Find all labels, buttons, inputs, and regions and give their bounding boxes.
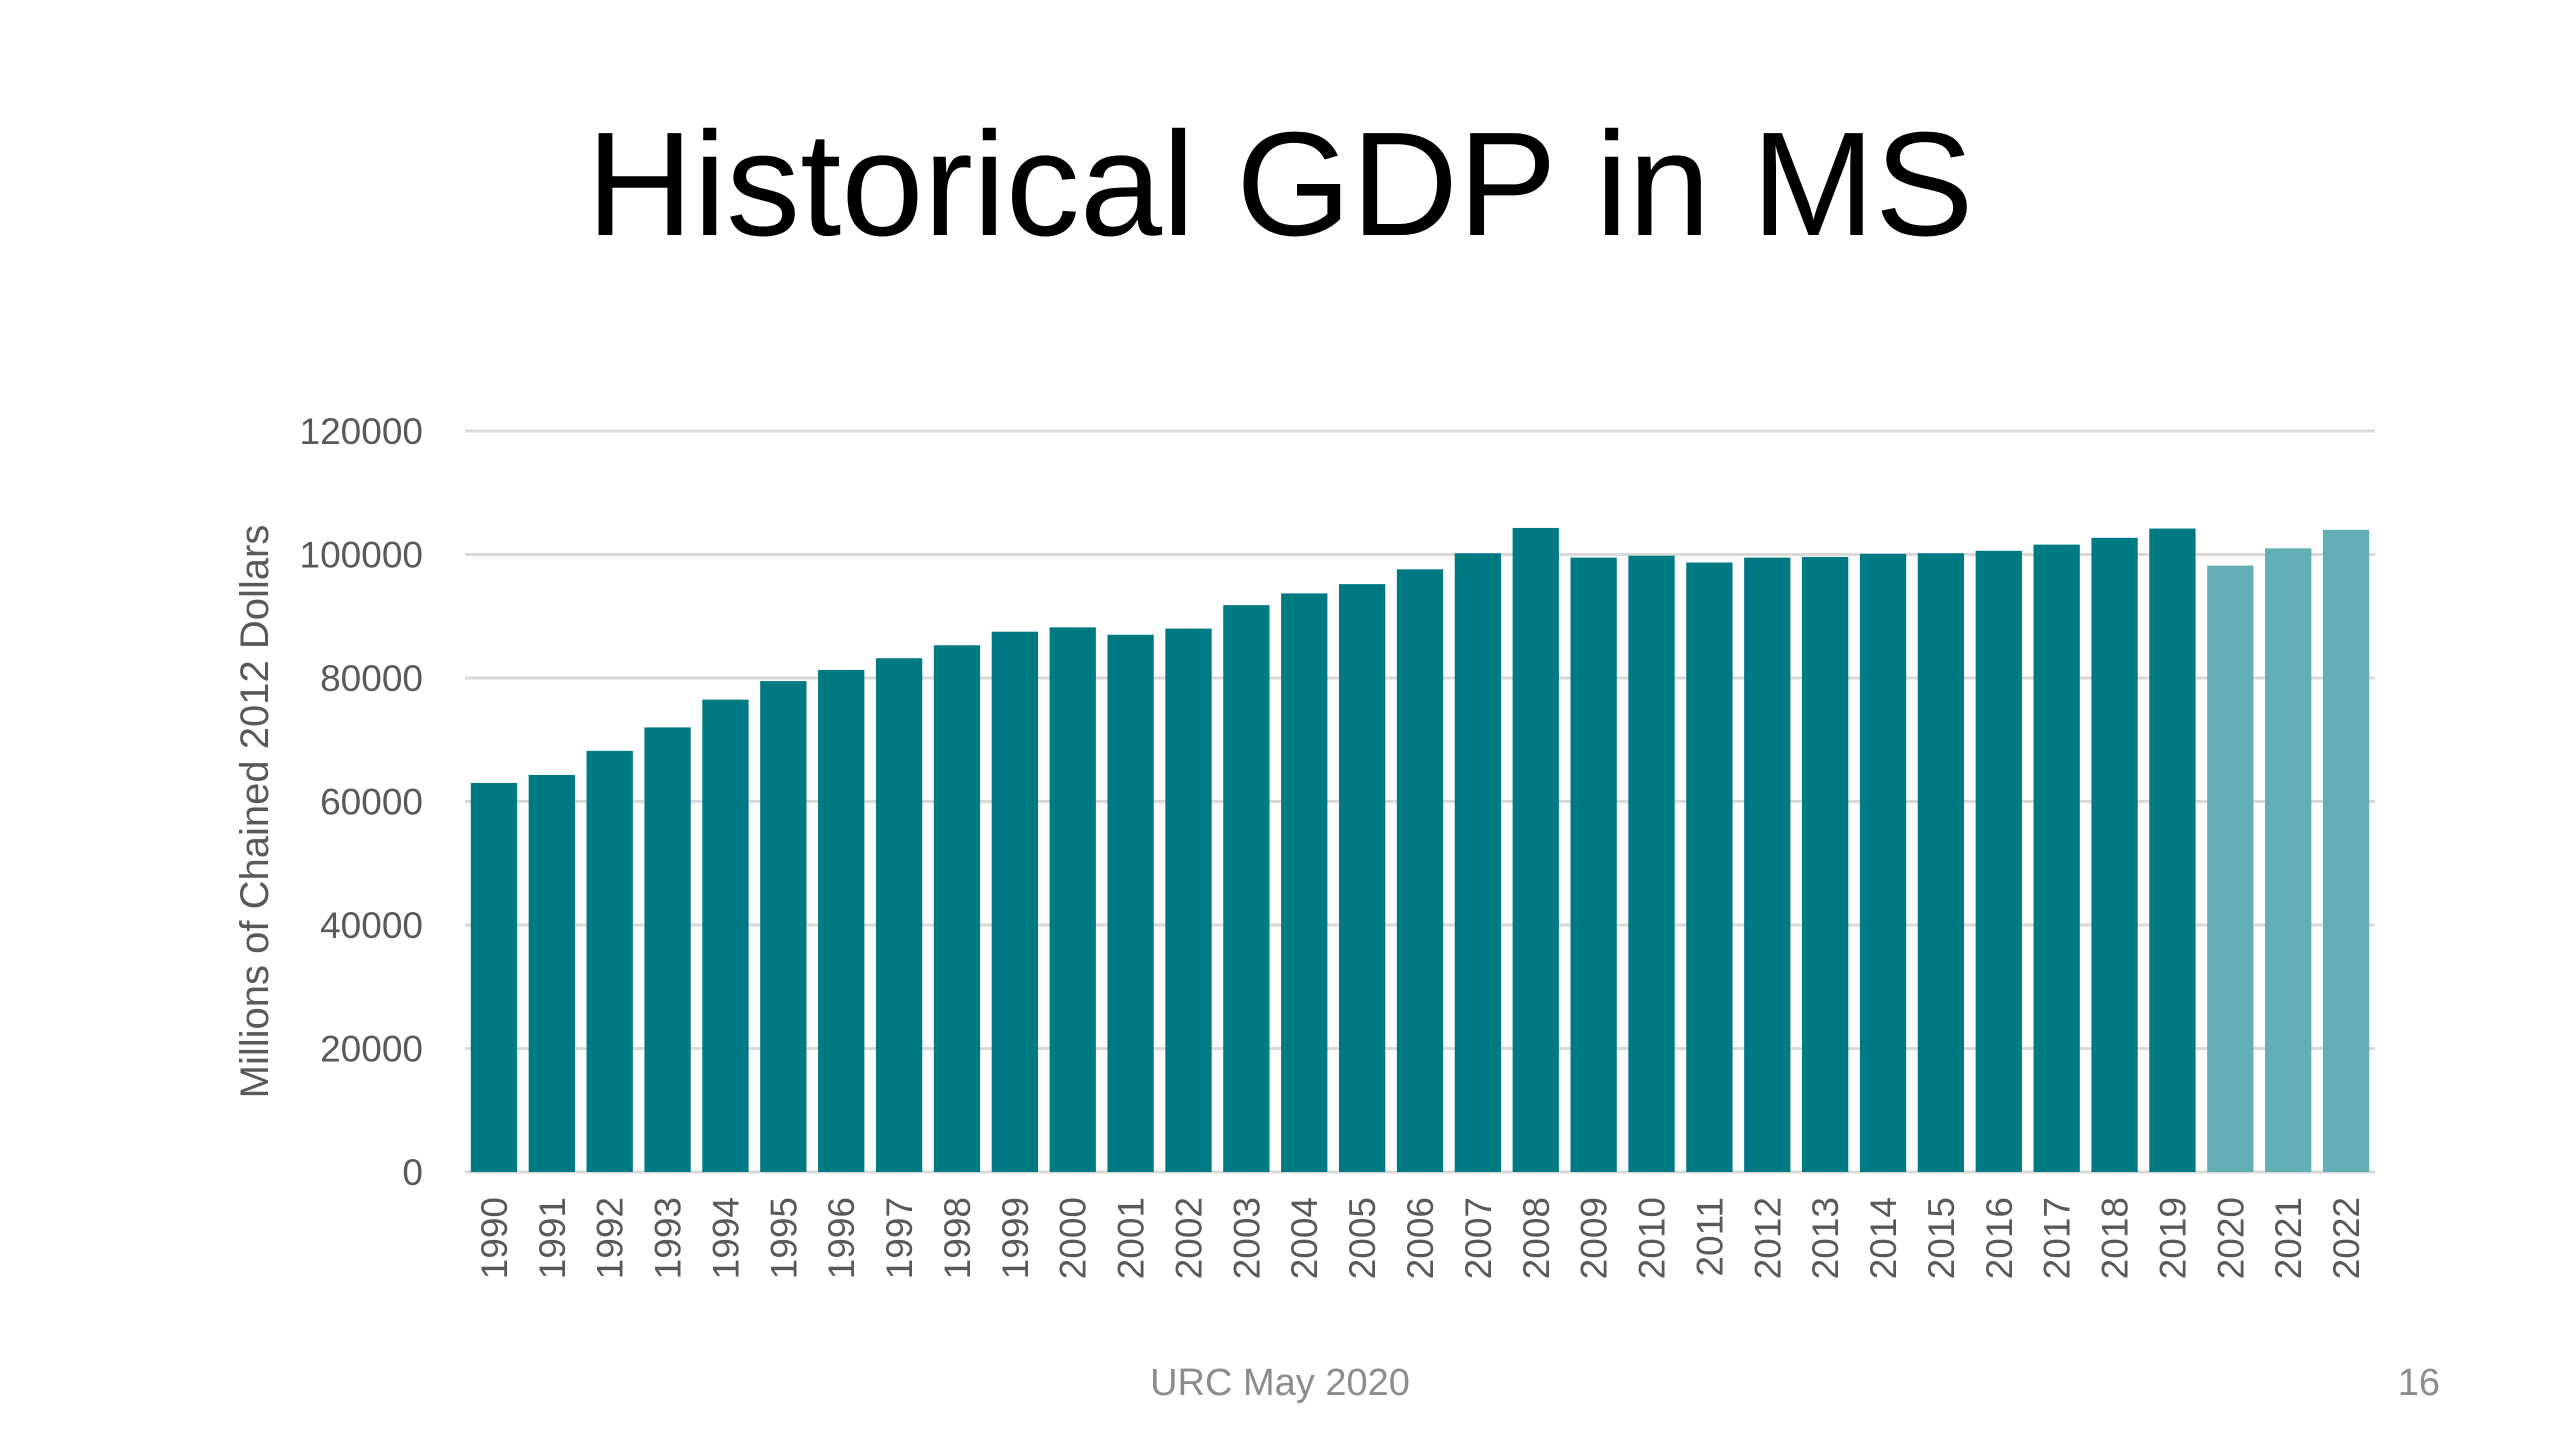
bar-1991 <box>528 774 575 1172</box>
bar-1998 <box>933 645 981 1172</box>
bar-2021 <box>2265 548 2312 1172</box>
x-tick-label: 2001 <box>1111 1197 1152 1279</box>
x-tick-label: 2004 <box>1284 1197 1325 1279</box>
y-axis-ticks: 0 20000 40000 60000 80000 100000 120000 <box>300 411 423 1193</box>
x-tick-label: 1999 <box>995 1197 1036 1279</box>
bar-2022 <box>2322 529 2370 1172</box>
bar-1992 <box>586 750 633 1172</box>
bar-2010 <box>1628 555 1675 1172</box>
bar-2015 <box>1917 553 1965 1172</box>
x-tick-label: 2020 <box>2210 1197 2251 1279</box>
y-tick-label: 0 <box>402 1152 423 1193</box>
x-tick-label: 1998 <box>937 1197 978 1279</box>
x-tick-label: 2017 <box>2037 1197 2078 1279</box>
x-tick-label: 1992 <box>590 1197 631 1279</box>
x-tick-label: 2016 <box>1979 1197 2020 1279</box>
slide-footer: URC May 2020 <box>1150 1362 1410 1404</box>
x-tick-label: 1990 <box>474 1197 515 1279</box>
bar-2006 <box>1396 569 1444 1172</box>
x-tick-label: 2012 <box>1747 1197 1788 1279</box>
x-tick-label: 2022 <box>2326 1197 2367 1279</box>
bar-2014 <box>1859 553 1907 1172</box>
x-tick-label: 2013 <box>1805 1197 1846 1279</box>
bar-2001 <box>1107 634 1154 1172</box>
x-tick-label: 1993 <box>648 1197 689 1279</box>
x-tick-label: 2015 <box>1921 1197 1962 1279</box>
y-tick-label: 80000 <box>320 658 423 699</box>
x-tick-label: 2011 <box>1689 1197 1730 1277</box>
y-tick-label: 100000 <box>300 535 423 576</box>
bar-2016 <box>1975 550 2022 1172</box>
x-tick-label: 2002 <box>1168 1197 1209 1279</box>
x-tick-label: 2006 <box>1400 1197 1441 1279</box>
bar-1990 <box>470 782 518 1172</box>
x-tick-label: 1991 <box>532 1197 573 1279</box>
bar-1999 <box>991 631 1038 1172</box>
x-tick-label: 1994 <box>705 1197 746 1279</box>
bar-1994 <box>702 699 749 1172</box>
bar-2020 <box>2207 565 2254 1172</box>
bar-2000 <box>1049 627 1096 1172</box>
x-tick-label: 2009 <box>1574 1197 1615 1279</box>
bar-2013 <box>1802 556 1849 1172</box>
bar-2011 <box>1686 562 1733 1172</box>
page-number: 16 <box>2397 1362 2440 1404</box>
y-tick-label: 20000 <box>320 1029 423 1070</box>
x-tick-label: 2014 <box>1863 1197 1904 1279</box>
bar-1993 <box>644 727 691 1172</box>
x-tick-label: 2010 <box>1632 1197 1673 1279</box>
bar-2018 <box>2091 537 2138 1172</box>
x-tick-label: 2019 <box>2152 1197 2193 1279</box>
x-tick-label: 2005 <box>1342 1197 1383 1279</box>
bar-1996 <box>818 669 865 1172</box>
bar-2004 <box>1281 593 1328 1172</box>
slide-title: Historical GDP in MS <box>586 102 1974 267</box>
bar-2003 <box>1223 605 1270 1172</box>
y-tick-label: 60000 <box>320 782 423 823</box>
bar-2007 <box>1454 553 1502 1172</box>
bar-2012 <box>1744 557 1791 1172</box>
x-tick-label: 2021 <box>2268 1197 2309 1279</box>
x-axis-ticks: 1990 1991 1992 1993 1994 1995 1996 1997 1998 1999… <box>474 1197 2367 1279</box>
bar-2019 <box>2149 528 2196 1172</box>
x-tick-label: 2003 <box>1226 1197 1267 1279</box>
x-tick-label: 2000 <box>1053 1197 1094 1279</box>
x-tick-label: 2018 <box>2095 1197 2136 1279</box>
bar-2005 <box>1338 584 1386 1172</box>
bar-2008 <box>1512 527 1559 1172</box>
bar-1997 <box>875 658 923 1172</box>
y-tick-label: 40000 <box>320 905 423 946</box>
x-tick-label: 1995 <box>763 1197 804 1279</box>
x-tick-label: 1997 <box>879 1197 920 1279</box>
bar-2002 <box>1165 628 1212 1172</box>
bars <box>470 527 2370 1172</box>
bar-1995 <box>760 681 807 1172</box>
y-axis-label: Millions of Chained 2012 Dollars <box>233 525 277 1099</box>
bar-2009 <box>1570 557 1617 1172</box>
x-tick-label: 2008 <box>1516 1197 1557 1279</box>
x-tick-label: 1996 <box>821 1197 862 1279</box>
y-tick-label: 120000 <box>300 411 423 452</box>
bar-2017 <box>2033 544 2080 1172</box>
x-tick-label: 2007 <box>1458 1197 1499 1279</box>
